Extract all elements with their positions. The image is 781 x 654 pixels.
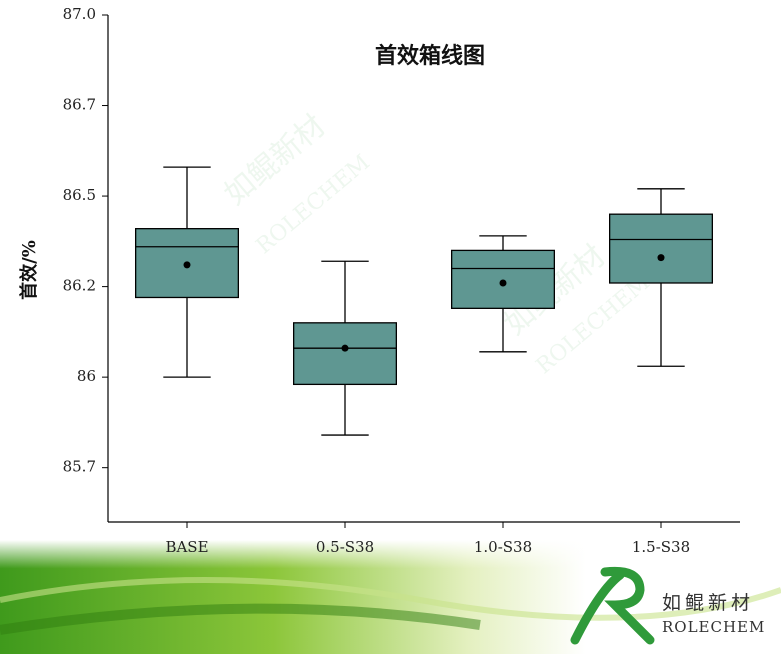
mean xyxy=(657,254,665,262)
y-tick-label: 86 xyxy=(77,367,96,385)
x-tick-label: 1.0-S38 xyxy=(474,538,532,556)
logo-name: 如鲲新材 xyxy=(662,592,754,614)
mean xyxy=(499,279,507,287)
x-tick-label: BASE xyxy=(165,538,208,556)
y-tick-label: 86.2 xyxy=(63,277,96,295)
watermark: 如鲲新材 ROLECHEM 如鲲新材 ROLECHEM xyxy=(218,108,655,379)
y-tick-label: 87.0 xyxy=(63,5,96,23)
logo-mark xyxy=(570,566,655,645)
x-tick-label: 1.5-S38 xyxy=(632,538,690,556)
y-tick-label: 85.7 xyxy=(63,458,96,476)
y-tick-label: 86.5 xyxy=(63,186,96,204)
mean xyxy=(341,344,349,352)
box xyxy=(292,322,397,386)
logo-en: ROLECHEM xyxy=(662,618,765,636)
mean xyxy=(183,261,191,269)
box xyxy=(609,213,714,284)
x-tick-label: 0.5-S38 xyxy=(316,538,374,556)
y-axis-label: 首效/% xyxy=(18,240,40,300)
box xyxy=(450,249,555,309)
chart-title: 首效箱线图 xyxy=(375,43,485,69)
y-tick-label: 86.7 xyxy=(63,96,96,114)
